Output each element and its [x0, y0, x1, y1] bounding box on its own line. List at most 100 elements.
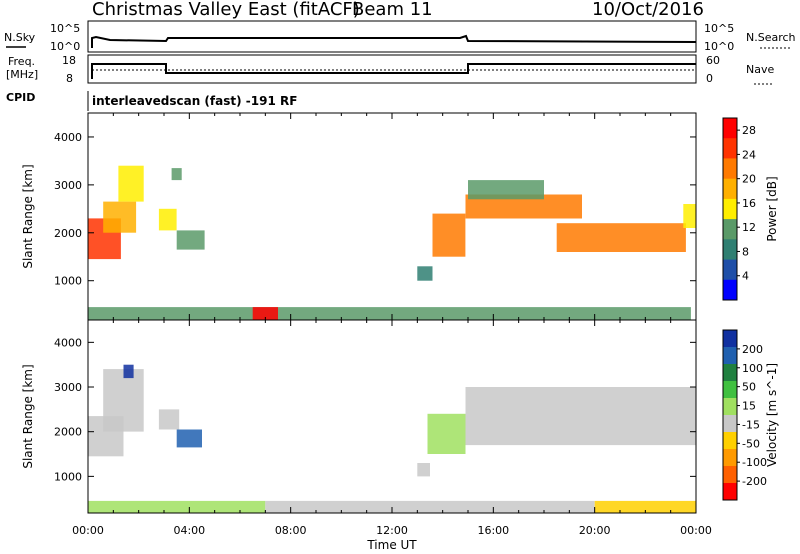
nsky-series	[91, 34, 697, 48]
freq-series	[91, 63, 696, 79]
scatter-region-0-4	[176, 230, 205, 250]
y-tick-label: 3000	[54, 381, 82, 394]
colorbar-tick-label: -50	[742, 437, 760, 450]
freq-panel-frame	[87, 54, 697, 84]
y-tick-label: 2000	[54, 426, 82, 439]
noise-tick-right-top: 10^5	[704, 22, 734, 35]
colorbar-segment	[723, 483, 737, 501]
nsearch-label: N.Search	[746, 31, 796, 44]
noise-panel-frame	[87, 20, 697, 53]
freq-tick-top: 18	[62, 54, 76, 67]
cpid-text: interleavedscan (fast) -191 RF	[92, 94, 297, 108]
colorbar-tick-label: 4	[742, 270, 749, 283]
scatter-region-1-8	[88, 500, 266, 513]
beam-title: Beam 11	[352, 0, 433, 20]
power-panel-frame	[87, 112, 697, 321]
scatter-region-0-10	[556, 223, 686, 252]
scatter-region-0-2	[118, 165, 144, 202]
cpid-label: CPID	[6, 91, 35, 104]
colorbar-tick-label: -200	[742, 475, 767, 488]
colorbar-segment	[723, 364, 737, 382]
colorbar-tick-label: 12	[742, 221, 756, 234]
scatter-region-1-9	[265, 500, 595, 513]
scatter-region-0-9	[468, 180, 544, 200]
scatter-region-1-1	[103, 369, 144, 432]
colorbar-label: Power [dB]	[765, 176, 779, 241]
colorbar-frame	[722, 329, 738, 501]
nave-label: Nave	[746, 63, 774, 76]
colorbar-tick-label: 28	[742, 124, 756, 137]
x-tick-label: 00:00	[72, 524, 104, 537]
x-axis-label: Time UT	[366, 538, 417, 552]
colorbar-tick-label: 200	[742, 343, 763, 356]
colorbar-segment	[723, 178, 737, 200]
scatter-region-0-1	[103, 201, 137, 233]
scatter-region-1-2	[158, 409, 180, 430]
x-tick-label: 04:00	[173, 524, 205, 537]
y-tick-label: 4000	[54, 336, 82, 349]
x-tick-label: 16:00	[477, 524, 509, 537]
colorbar-tick-label: 20	[742, 173, 756, 186]
colorbar-tick-label: 8	[742, 245, 749, 258]
y-axis-label: Slant Range [km]	[21, 164, 35, 268]
noise-tick-left-top: 10^5	[50, 22, 80, 35]
x-tick-label: 12:00	[376, 524, 408, 537]
colorbar-segment	[723, 279, 737, 301]
nave-tick-top: 60	[706, 54, 720, 67]
y-axis-label: Slant Range [km]	[21, 364, 35, 468]
colorbar-segment	[723, 330, 737, 348]
scatter-region-1-6	[417, 463, 430, 477]
colorbar-segment	[723, 381, 737, 399]
freq-label-line2: [MHz]	[6, 68, 38, 81]
nsky-label: N.Sky	[4, 31, 36, 44]
colorbar-segment	[723, 239, 737, 260]
station-title: Christmas Valley East (fitACF)	[92, 0, 360, 20]
scatter-region-0-13	[252, 307, 278, 320]
colorbar-tick-label: 50	[742, 381, 756, 394]
colorbar-segment	[723, 398, 737, 416]
colorbar-segment	[723, 347, 737, 365]
y-tick-label: 2000	[54, 227, 82, 240]
scatter-region-0-6	[432, 213, 466, 257]
y-tick-label: 4000	[54, 131, 82, 144]
colorbar-tick-label: 16	[742, 197, 756, 210]
colorbar-segment	[723, 415, 737, 433]
colorbar-tick-label: 24	[742, 148, 756, 161]
colorbar-segment	[723, 118, 737, 139]
colorbar-tick-label: 15	[742, 400, 756, 413]
colorbar-segment	[723, 219, 737, 240]
colorbar-label: Velocity [m s^-1]	[765, 363, 779, 467]
x-tick-label: 08:00	[275, 524, 307, 537]
date-title: 10/Oct/2016	[592, 0, 704, 20]
colorbar-tick-label: -15	[742, 418, 760, 431]
colorbar-frame	[722, 117, 738, 301]
y-tick-label: 3000	[54, 179, 82, 192]
scatter-region-1-7	[465, 387, 696, 446]
colorbar-segment	[723, 466, 737, 484]
y-tick-label: 1000	[54, 275, 82, 288]
y-tick-label: 1000	[54, 470, 82, 483]
freq-tick-bottom: 8	[66, 72, 73, 85]
colorbar-segment	[723, 449, 737, 467]
colorbar-segment	[723, 138, 737, 159]
scatter-region-1-3	[176, 429, 202, 448]
colorbar-segment	[723, 198, 737, 220]
nave-tick-bottom: 0	[706, 72, 713, 85]
noise-tick-right-bottom: 10^0	[704, 40, 734, 53]
colorbar-tick-label: -100	[742, 456, 767, 469]
scatter-region-1-4	[123, 364, 134, 379]
colorbar-segment	[723, 259, 737, 281]
x-tick-label: 00:00	[680, 524, 712, 537]
colorbar-tick-label: 100	[742, 362, 763, 375]
x-tick-label: 20:00	[579, 524, 611, 537]
colorbar-segment	[723, 158, 737, 180]
scatter-region-0-12	[88, 307, 691, 320]
scatter-region-1-5	[427, 413, 466, 454]
noise-tick-left-bottom: 10^0	[50, 40, 80, 53]
colorbar-segment	[723, 432, 737, 450]
scatter-region-1-10	[594, 500, 696, 513]
scatter-region-0-11	[683, 204, 696, 228]
freq-label-line1: Freq.	[8, 55, 35, 68]
scatter-region-0-5	[171, 168, 182, 181]
